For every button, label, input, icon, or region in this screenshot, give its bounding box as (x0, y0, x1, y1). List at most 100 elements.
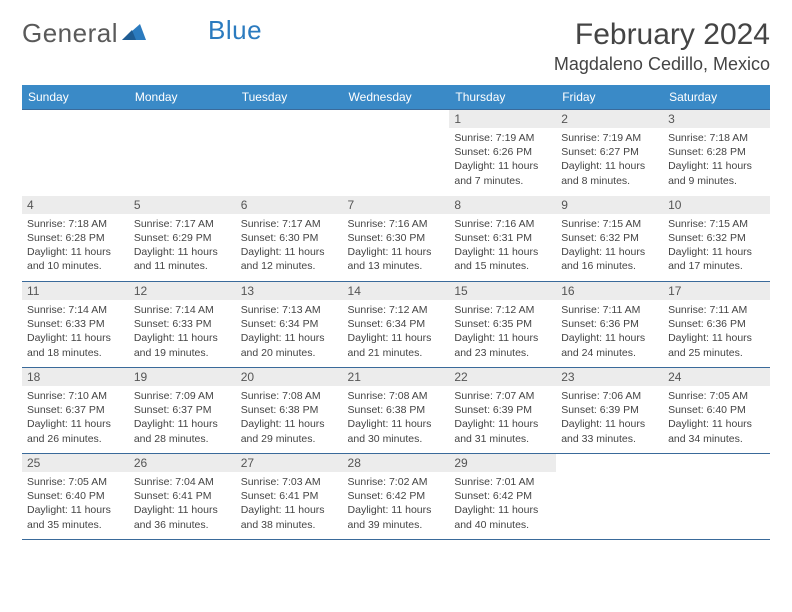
day-cell: 6Sunrise: 7:17 AMSunset: 6:30 PMDaylight… (236, 196, 343, 282)
day-number: 28 (343, 454, 450, 472)
sunset-line: Sunset: 6:40 PM (668, 403, 765, 417)
sunset-line: Sunset: 6:35 PM (454, 317, 551, 331)
daylight-line: Daylight: 11 hours and 34 minutes. (668, 417, 765, 445)
page-header: General Blue February 2024 Magdaleno Ced… (22, 18, 770, 75)
week-row: 1Sunrise: 7:19 AMSunset: 6:26 PMDaylight… (22, 110, 770, 196)
sunrise-line: Sunrise: 7:02 AM (348, 475, 445, 489)
brand-word2: Blue (208, 15, 262, 46)
sunrise-line: Sunrise: 7:12 AM (454, 303, 551, 317)
sunrise-line: Sunrise: 7:05 AM (668, 389, 765, 403)
day-number: 10 (663, 196, 770, 214)
day-number: 12 (129, 282, 236, 300)
sunrise-line: Sunrise: 7:19 AM (454, 131, 551, 145)
dow-header: Wednesday (343, 85, 450, 110)
calendar-table: SundayMondayTuesdayWednesdayThursdayFrid… (22, 85, 770, 540)
daylight-line: Daylight: 11 hours and 18 minutes. (27, 331, 124, 359)
sunset-line: Sunset: 6:42 PM (348, 489, 445, 503)
sunrise-line: Sunrise: 7:18 AM (27, 217, 124, 231)
day-cell: 29Sunrise: 7:01 AMSunset: 6:42 PMDayligh… (449, 454, 556, 540)
day-cell (129, 110, 236, 196)
day-cell: 17Sunrise: 7:11 AMSunset: 6:36 PMDayligh… (663, 282, 770, 368)
day-number: 3 (663, 110, 770, 128)
daylight-line: Daylight: 11 hours and 10 minutes. (27, 245, 124, 273)
day-info: Sunrise: 7:15 AMSunset: 6:32 PMDaylight:… (556, 214, 663, 274)
daylight-line: Daylight: 11 hours and 23 minutes. (454, 331, 551, 359)
day-cell: 19Sunrise: 7:09 AMSunset: 6:37 PMDayligh… (129, 368, 236, 454)
daylight-line: Daylight: 11 hours and 28 minutes. (134, 417, 231, 445)
day-number: 8 (449, 196, 556, 214)
sunrise-line: Sunrise: 7:04 AM (134, 475, 231, 489)
day-number: 4 (22, 196, 129, 214)
daylight-line: Daylight: 11 hours and 11 minutes. (134, 245, 231, 273)
week-row: 18Sunrise: 7:10 AMSunset: 6:37 PMDayligh… (22, 368, 770, 454)
day-cell: 5Sunrise: 7:17 AMSunset: 6:29 PMDaylight… (129, 196, 236, 282)
sunset-line: Sunset: 6:30 PM (348, 231, 445, 245)
week-row: 11Sunrise: 7:14 AMSunset: 6:33 PMDayligh… (22, 282, 770, 368)
day-cell: 12Sunrise: 7:14 AMSunset: 6:33 PMDayligh… (129, 282, 236, 368)
sunset-line: Sunset: 6:39 PM (454, 403, 551, 417)
day-cell: 8Sunrise: 7:16 AMSunset: 6:31 PMDaylight… (449, 196, 556, 282)
day-cell: 27Sunrise: 7:03 AMSunset: 6:41 PMDayligh… (236, 454, 343, 540)
daylight-line: Daylight: 11 hours and 21 minutes. (348, 331, 445, 359)
sunset-line: Sunset: 6:34 PM (348, 317, 445, 331)
day-cell: 2 Sunrise: 7:19 AMSunset: 6:27 PMDaylight… (556, 110, 663, 196)
sunset-line: Sunset: 6:38 PM (348, 403, 445, 417)
day-cell: 11Sunrise: 7:14 AMSunset: 6:33 PMDayligh… (22, 282, 129, 368)
sunset-line: Sunset: 6:32 PM (561, 231, 658, 245)
daylight-line: Daylight: 11 hours and 29 minutes. (241, 417, 338, 445)
sunset-line: Sunset: 6:34 PM (241, 317, 338, 331)
day-info: Sunrise: 7:11 AMSunset: 6:36 PMDaylight:… (663, 300, 770, 360)
day-info: Sunrise: 7:02 AMSunset: 6:42 PMDaylight:… (343, 472, 450, 532)
day-cell (556, 454, 663, 540)
sunrise-line: Sunrise: 7:17 AM (134, 217, 231, 231)
day-info: Sunrise: 7:18 AMSunset: 6:28 PMDaylight:… (22, 214, 129, 274)
sunrise-line: Sunrise: 7:11 AM (668, 303, 765, 317)
day-info: Sunrise: 7:13 AMSunset: 6:34 PMDaylight:… (236, 300, 343, 360)
day-cell (236, 110, 343, 196)
sunrise-line: Sunrise: 7:16 AM (454, 217, 551, 231)
day-number: 23 (556, 368, 663, 386)
daylight-line: Daylight: 11 hours and 25 minutes. (668, 331, 765, 359)
sunrise-line: Sunrise: 7:19 AM (561, 131, 658, 145)
sunrise-line: Sunrise: 7:12 AM (348, 303, 445, 317)
day-cell: 22Sunrise: 7:07 AMSunset: 6:39 PMDayligh… (449, 368, 556, 454)
daylight-line: Daylight: 11 hours and 38 minutes. (241, 503, 338, 531)
sunrise-line: Sunrise: 7:08 AM (241, 389, 338, 403)
week-row: 25Sunrise: 7:05 AMSunset: 6:40 PMDayligh… (22, 454, 770, 540)
day-cell (343, 110, 450, 196)
day-number: 11 (22, 282, 129, 300)
day-number: 9 (556, 196, 663, 214)
sunrise-line: Sunrise: 7:17 AM (241, 217, 338, 231)
dow-header: Monday (129, 85, 236, 110)
daylight-line: Daylight: 11 hours and 17 minutes. (668, 245, 765, 273)
daylight-line: Daylight: 11 hours and 33 minutes. (561, 417, 658, 445)
day-cell: 26Sunrise: 7:04 AMSunset: 6:41 PMDayligh… (129, 454, 236, 540)
day-cell (22, 110, 129, 196)
sunset-line: Sunset: 6:39 PM (561, 403, 658, 417)
daylight-line: Daylight: 11 hours and 24 minutes. (561, 331, 658, 359)
day-info: Sunrise: 7:19 AMSunset: 6:26 PMDaylight:… (449, 128, 556, 188)
day-info: Sunrise: 7:17 AMSunset: 6:30 PMDaylight:… (236, 214, 343, 274)
sunrise-line: Sunrise: 7:03 AM (241, 475, 338, 489)
day-number: 17 (663, 282, 770, 300)
daylight-line: Daylight: 11 hours and 20 minutes. (241, 331, 338, 359)
sunrise-line: Sunrise: 7:05 AM (27, 475, 124, 489)
day-cell: 21Sunrise: 7:08 AMSunset: 6:38 PMDayligh… (343, 368, 450, 454)
sunrise-line: Sunrise: 7:16 AM (348, 217, 445, 231)
day-info: Sunrise: 7:05 AMSunset: 6:40 PMDaylight:… (22, 472, 129, 532)
dow-header: Sunday (22, 85, 129, 110)
day-number: 2 (556, 110, 663, 128)
sunset-line: Sunset: 6:28 PM (27, 231, 124, 245)
daylight-line: Daylight: 11 hours and 16 minutes. (561, 245, 658, 273)
daylight-line: Daylight: 11 hours and 8 minutes. (561, 159, 658, 187)
sunrise-line: Sunrise: 7:13 AM (241, 303, 338, 317)
day-cell: 10Sunrise: 7:15 AMSunset: 6:32 PMDayligh… (663, 196, 770, 282)
day-info: Sunrise: 7:04 AMSunset: 6:41 PMDaylight:… (129, 472, 236, 532)
day-cell: 9Sunrise: 7:15 AMSunset: 6:32 PMDaylight… (556, 196, 663, 282)
day-info: Sunrise: 7:01 AMSunset: 6:42 PMDaylight:… (449, 472, 556, 532)
sunset-line: Sunset: 6:33 PM (134, 317, 231, 331)
sunset-line: Sunset: 6:27 PM (561, 145, 658, 159)
month-title: February 2024 (554, 18, 770, 52)
day-info: Sunrise: 7:08 AMSunset: 6:38 PMDaylight:… (236, 386, 343, 446)
brand-triangle-icon (122, 22, 146, 45)
